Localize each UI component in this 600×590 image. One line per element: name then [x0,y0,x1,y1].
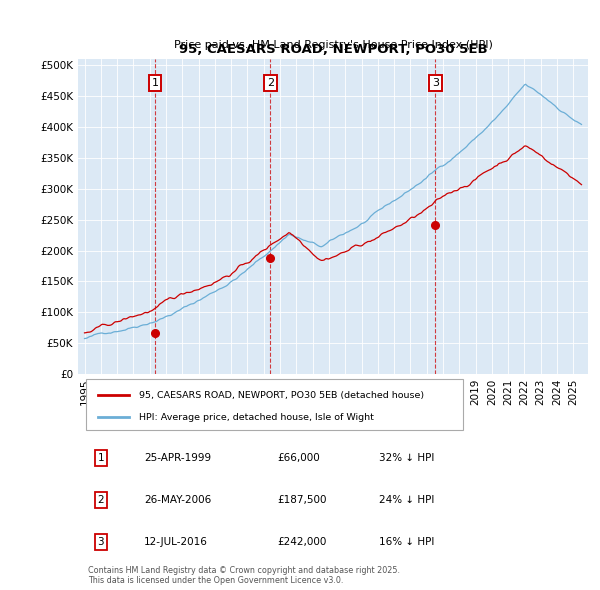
Text: 3: 3 [98,537,104,547]
FancyBboxPatch shape [86,379,463,430]
Text: Contains HM Land Registry data © Crown copyright and database right 2025.
This d: Contains HM Land Registry data © Crown c… [88,566,400,585]
Text: 2: 2 [267,78,274,88]
Title: 95, CAESARS ROAD, NEWPORT, PO30 5EB: 95, CAESARS ROAD, NEWPORT, PO30 5EB [179,44,487,57]
Text: 32% ↓ HPI: 32% ↓ HPI [379,453,434,463]
Text: 95, CAESARS ROAD, NEWPORT, PO30 5EB (detached house): 95, CAESARS ROAD, NEWPORT, PO30 5EB (det… [139,391,424,399]
Text: 2: 2 [98,495,104,505]
Text: 3: 3 [432,78,439,88]
Text: 1: 1 [98,453,104,463]
Text: £242,000: £242,000 [277,537,326,547]
Text: 12-JUL-2016: 12-JUL-2016 [145,537,208,547]
Text: £187,500: £187,500 [277,495,326,505]
Text: Price paid vs. HM Land Registry's House Price Index (HPI): Price paid vs. HM Land Registry's House … [173,40,493,50]
Text: 16% ↓ HPI: 16% ↓ HPI [379,537,434,547]
Text: 26-MAY-2006: 26-MAY-2006 [145,495,212,505]
Text: £66,000: £66,000 [277,453,320,463]
Text: 1: 1 [151,78,158,88]
Text: 25-APR-1999: 25-APR-1999 [145,453,211,463]
Text: HPI: Average price, detached house, Isle of Wight: HPI: Average price, detached house, Isle… [139,412,374,422]
Text: 24% ↓ HPI: 24% ↓ HPI [379,495,434,505]
